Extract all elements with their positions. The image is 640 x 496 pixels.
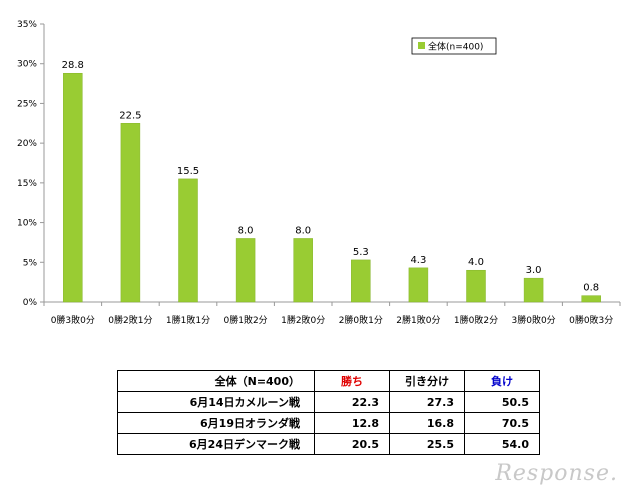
bar-value-label: 4.0 bbox=[468, 257, 484, 268]
bar-value-label: 22.5 bbox=[119, 110, 141, 121]
y-tick-label: 20% bbox=[17, 139, 37, 149]
table-header-win: 勝ち bbox=[314, 370, 390, 392]
response-watermark-logo: Response. bbox=[495, 461, 618, 486]
x-category-label: 3勝0敗0分 bbox=[512, 314, 556, 326]
x-category-label: 0勝1敗2分 bbox=[224, 314, 268, 326]
table-cell-loss: 70.5 bbox=[464, 412, 540, 434]
table-cell-draw: 25.5 bbox=[389, 433, 465, 455]
x-category-label: 0勝3敗0分 bbox=[51, 314, 95, 326]
chart-svg: 0% 5% 10% 15% 20% 25% 30% 35% 28.8 0勝3敗0分 22.5 0勝2敗… bbox=[17, 20, 621, 326]
y-tick-label: 25% bbox=[17, 99, 37, 109]
bar-value-label: 15.5 bbox=[177, 166, 199, 177]
table-cell-loss: 54.0 bbox=[464, 433, 540, 455]
bar bbox=[63, 72, 83, 303]
y-tick-label: 30% bbox=[17, 60, 37, 70]
table-header-label: 全体（N=400） bbox=[117, 370, 315, 392]
bar bbox=[466, 269, 486, 303]
y-tick-label: 10% bbox=[17, 219, 37, 229]
bar-value-label: 8.0 bbox=[238, 225, 254, 236]
legend-box bbox=[411, 37, 497, 55]
table-row-label: 6月24日デンマーク戦 bbox=[117, 433, 315, 455]
x-category-label: 1勝2敗0分 bbox=[281, 314, 325, 326]
bar-value-label: 8.0 bbox=[295, 225, 311, 236]
bar bbox=[178, 178, 198, 303]
bar bbox=[408, 267, 429, 303]
table-header-draw: 引き分け bbox=[389, 370, 465, 392]
bar-chart: 0% 5% 10% 15% 20% 25% 30% 35% 28.8 0勝3敗0分 22.5 0勝2敗… bbox=[17, 20, 621, 326]
x-category-label: 1勝1敗1分 bbox=[166, 314, 210, 326]
x-category-label: 2勝0敗1分 bbox=[339, 314, 383, 326]
table-row: 6月24日デンマーク戦 20.5 25.5 54.0 bbox=[117, 433, 540, 455]
table-row-label: 6月19日オランダ戦 bbox=[117, 412, 315, 434]
x-category-label: 0勝0敗3分 bbox=[569, 314, 613, 326]
table-cell-win: 20.5 bbox=[314, 433, 390, 455]
bar bbox=[523, 277, 544, 303]
legend-label: 全体(n=400) bbox=[428, 41, 483, 53]
bar-value-label: 0.8 bbox=[583, 283, 599, 294]
table-cell-win: 22.3 bbox=[314, 391, 390, 413]
y-tick-label: 5% bbox=[23, 258, 38, 268]
bar-value-label: 4.3 bbox=[410, 255, 426, 266]
table-header-row: 全体（N=400） 勝ち 引き分け 負け bbox=[117, 370, 540, 392]
bar bbox=[120, 123, 141, 303]
x-category-label: 2勝1敗0分 bbox=[396, 314, 440, 326]
bar bbox=[581, 295, 601, 303]
bar-value-label: 28.8 bbox=[62, 60, 84, 71]
table-row-label: 6月14日カメルーン戦 bbox=[117, 391, 315, 413]
y-tick-label: 15% bbox=[17, 179, 37, 189]
table-cell-draw: 16.8 bbox=[389, 412, 465, 434]
table-cell-loss: 50.5 bbox=[464, 391, 540, 413]
table-row: 6月14日カメルーン戦 22.3 27.3 50.5 bbox=[117, 391, 540, 413]
table-cell-win: 12.8 bbox=[314, 412, 390, 434]
x-category-label: 0勝2敗1分 bbox=[108, 314, 152, 326]
bar-value-label: 3.0 bbox=[526, 265, 542, 276]
bar bbox=[293, 238, 313, 303]
bar-value-label: 5.3 bbox=[353, 247, 369, 258]
y-tick-label: 0% bbox=[23, 298, 38, 308]
table-cell-draw: 27.3 bbox=[389, 391, 465, 413]
table-header-loss: 負け bbox=[464, 370, 540, 392]
y-tick-label: 35% bbox=[17, 20, 37, 30]
summary-table: 全体（N=400） 勝ち 引き分け 負け 6月14日カメルーン戦 22.3 27… bbox=[117, 370, 540, 455]
x-category-label: 1勝0敗2分 bbox=[454, 314, 498, 326]
legend-swatch bbox=[418, 42, 425, 49]
table-row: 6月19日オランダ戦 12.8 16.8 70.5 bbox=[117, 412, 540, 434]
bar bbox=[235, 238, 256, 303]
bar bbox=[351, 259, 371, 303]
